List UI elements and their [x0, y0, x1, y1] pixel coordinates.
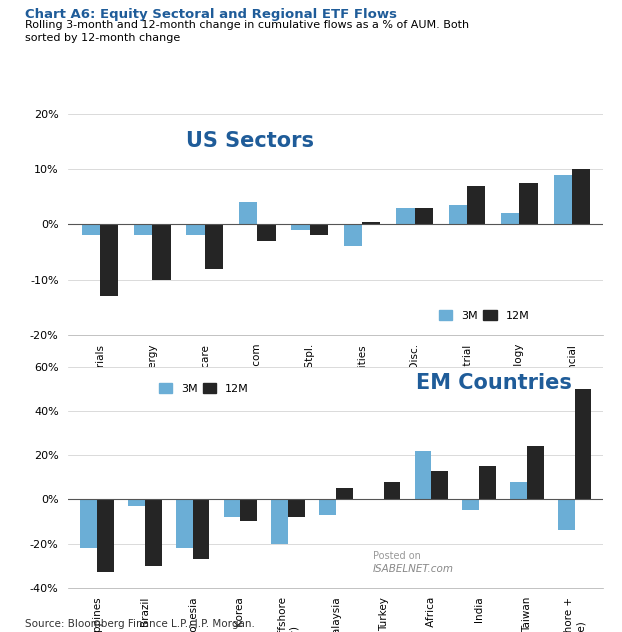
Bar — [271, 499, 288, 544]
Bar — [344, 224, 362, 246]
Bar — [396, 208, 414, 224]
Bar — [479, 466, 496, 499]
Bar — [572, 169, 590, 224]
Bar — [510, 482, 527, 499]
Bar — [97, 499, 114, 573]
Bar — [462, 499, 479, 511]
Bar — [128, 499, 145, 506]
Bar — [240, 499, 257, 521]
Bar — [575, 389, 592, 499]
Bar — [467, 186, 485, 224]
Bar — [239, 202, 258, 224]
Bar — [384, 482, 401, 499]
Bar — [336, 488, 353, 499]
Bar — [176, 499, 193, 548]
Bar — [432, 470, 448, 499]
Bar — [134, 224, 152, 236]
Text: Rolling 3-month and 12-month change in cumulative flows as a % of AUM. Both
sort: Rolling 3-month and 12-month change in c… — [25, 20, 469, 43]
Text: Posted on: Posted on — [373, 551, 421, 561]
Bar — [501, 214, 519, 224]
Text: Chart A6: Equity Sectoral and Regional ETF Flows: Chart A6: Equity Sectoral and Regional E… — [25, 8, 397, 21]
Bar — [362, 222, 381, 224]
Bar — [310, 224, 328, 236]
Bar — [527, 446, 544, 499]
Bar — [414, 208, 433, 224]
Text: ISABELNET.com: ISABELNET.com — [373, 564, 454, 574]
Bar — [152, 224, 170, 279]
Bar — [519, 183, 538, 224]
Text: EM Countries: EM Countries — [416, 373, 572, 393]
Text: Source: Bloomberg Finance L.P., J.P. Morgan.: Source: Bloomberg Finance L.P., J.P. Mor… — [25, 619, 255, 629]
Bar — [100, 224, 118, 296]
Bar — [291, 224, 310, 230]
Bar — [558, 499, 575, 530]
Bar — [448, 205, 467, 224]
Bar — [187, 224, 205, 236]
Bar — [319, 499, 336, 514]
Bar — [81, 224, 100, 236]
Bar — [145, 499, 162, 566]
Bar — [554, 174, 572, 224]
Bar — [258, 224, 276, 241]
Legend: 3M, 12M: 3M, 12M — [434, 305, 534, 325]
Bar — [80, 499, 97, 548]
Legend: 3M, 12M: 3M, 12M — [154, 379, 254, 398]
Bar — [193, 499, 210, 559]
Bar — [288, 499, 305, 517]
Text: US Sectors: US Sectors — [186, 131, 314, 152]
Bar — [205, 224, 223, 269]
Bar — [415, 451, 432, 499]
Bar — [224, 499, 240, 517]
